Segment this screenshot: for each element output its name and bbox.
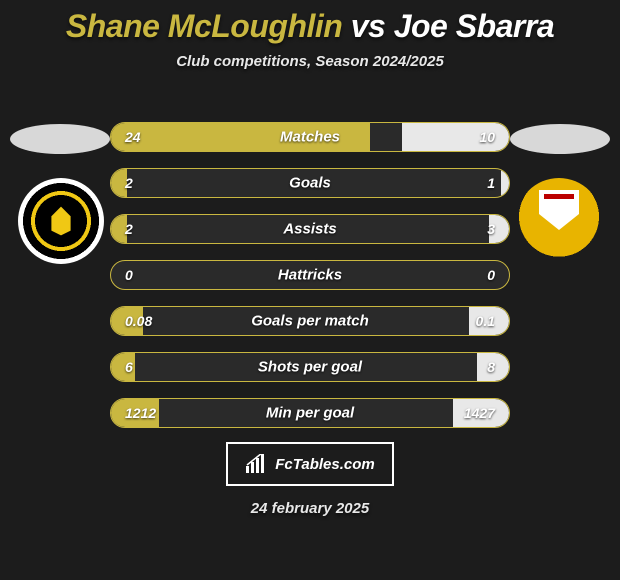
stat-label: Min per goal [266,405,354,422]
stat-row: 24 10 Matches [110,122,510,152]
stat-row: 0.08 0.1 Goals per match [110,306,510,336]
stats-comparison-bars: 24 10 Matches 2 1 Goals 2 3 Assists 0 0 Hattricks 0.… [110,122,510,444]
stat-value-left: 24 [125,129,141,145]
stat-row: 1212 1427 Min per goal [110,398,510,428]
subtitle: Club competitions, Season 2024/2025 [0,53,620,70]
stat-row: 0 0 Hattricks [110,260,510,290]
doncaster-rovers-badge [516,178,602,264]
stat-value-left: 2 [125,221,133,237]
stat-row: 2 3 Assists [110,214,510,244]
player2-portrait-placeholder [510,124,610,154]
stat-fill-right [501,169,509,197]
stat-label: Goals per match [251,313,369,330]
stat-value-right: 1 [487,175,495,191]
club-badge-left [18,178,104,264]
stat-value-right: 10 [479,129,495,145]
stat-label: Hattricks [278,267,342,284]
club-badge-right [516,178,602,264]
stat-label: Shots per goal [258,359,362,376]
stat-value-left: 1212 [125,405,156,421]
newport-county-badge [18,178,104,264]
stat-value-left: 0.08 [125,313,152,329]
vs-text: vs [351,8,386,44]
brand-box: FcTables.com [226,442,394,486]
stat-value-left: 6 [125,359,133,375]
brand-chart-icon [245,454,269,474]
stat-value-right: 3 [487,221,495,237]
player2-name: Joe Sbarra [394,8,554,44]
stat-label: Goals [289,175,331,192]
brand-text: FcTables.com [275,456,374,473]
stat-row: 2 1 Goals [110,168,510,198]
stat-row: 6 8 Shots per goal [110,352,510,382]
stat-value-left: 2 [125,175,133,191]
player1-portrait-placeholder [10,124,110,154]
stat-value-right: 0.1 [476,313,495,329]
date-text: 24 february 2025 [251,500,369,517]
stat-label: Assists [283,221,336,238]
stat-value-left: 0 [125,267,133,283]
stat-label: Matches [280,129,340,146]
stat-value-right: 8 [487,359,495,375]
player1-name: Shane McLoughlin [66,8,342,44]
stat-value-right: 1427 [464,405,495,421]
stat-value-right: 0 [487,267,495,283]
comparison-title: Shane McLoughlin vs Joe Sbarra [0,0,620,45]
